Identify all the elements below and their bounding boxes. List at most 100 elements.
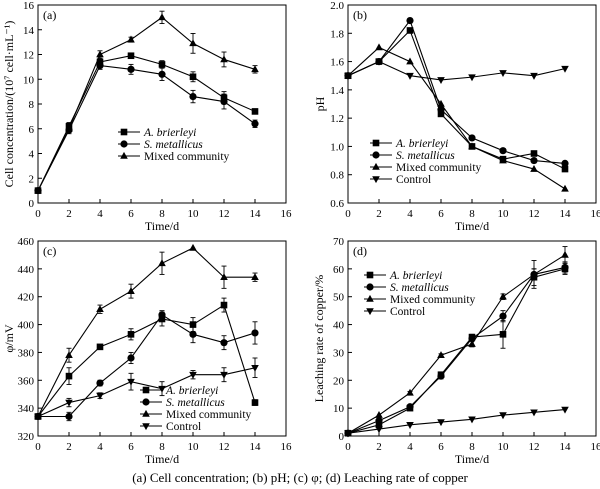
data-point [127, 354, 135, 362]
data-point [406, 388, 414, 396]
data-point [375, 417, 383, 425]
data-point [499, 70, 507, 77]
data-point [127, 65, 135, 73]
figure-caption: (a) Cell concentration; (b) pH; (c) φ; (… [132, 470, 468, 485]
legend-marker [372, 162, 380, 170]
legend-entry: A. brierleyi [389, 270, 442, 282]
y-tick-label: 8 [29, 99, 35, 111]
x-tick-label: 16 [591, 441, 600, 453]
data-point [34, 186, 42, 194]
data-point [437, 419, 445, 427]
data-point [158, 259, 166, 267]
data-point [468, 74, 476, 82]
data-point [437, 372, 445, 380]
data-point [561, 65, 569, 73]
data-point [468, 142, 476, 150]
y-tick-label: 70 [333, 236, 345, 248]
data-point [561, 263, 569, 272]
data-point [499, 312, 507, 320]
data-point [499, 147, 507, 155]
series-line [347, 254, 566, 434]
series-line [37, 304, 256, 417]
legend-entry: Control [166, 421, 201, 433]
x-tick-label: 0 [345, 208, 351, 220]
x-axis-label: Time/d [455, 452, 489, 466]
y-tick-label: 10 [23, 74, 35, 86]
data-point [468, 339, 476, 347]
series-line [347, 266, 566, 434]
data-point [96, 305, 104, 313]
data-point [406, 27, 414, 34]
y-tick-label: 1.4 [330, 85, 344, 97]
y-tick-label: 4 [29, 149, 35, 161]
series-mixed-community [344, 246, 569, 437]
x-tick-label: 6 [128, 441, 134, 453]
y-tick-label: 1.8 [330, 28, 344, 40]
x-tick-label: 4 [407, 441, 413, 453]
legend-entry: S. metallicus [390, 282, 449, 294]
legend-marker [142, 423, 150, 431]
data-point [189, 330, 197, 338]
data-point [96, 379, 104, 387]
data-point [561, 184, 569, 192]
data-point [468, 416, 476, 424]
y-tick-label: 2 [29, 173, 35, 185]
y-tick-label: 320 [18, 431, 35, 443]
data-point [158, 311, 166, 319]
panel-d: 0 2 4 6 8 10 12 14 16 0 10 20 30 40 50 60 70 Time/d Leachi… [312, 236, 600, 466]
data-point [251, 120, 259, 128]
x-tick-label: 6 [438, 208, 444, 220]
series-line [347, 29, 566, 170]
data-point [220, 97, 228, 106]
series-line [38, 314, 256, 418]
x-axis-label: Time/d [145, 452, 179, 466]
y-axis-label: Leaching rate of copper/% [312, 275, 326, 403]
data-point [561, 406, 569, 414]
data-point [375, 411, 383, 418]
x-tick-label: 8 [469, 441, 475, 453]
data-point [499, 331, 507, 338]
data-point [437, 110, 445, 118]
data-point [220, 301, 228, 309]
data-point [499, 156, 507, 164]
y-tick-label: 460 [18, 236, 35, 248]
data-point [406, 403, 414, 411]
x-tick-label: 14 [560, 441, 572, 453]
x-tick-label: 4 [97, 208, 103, 220]
legend-entry: Mixed community [166, 409, 252, 421]
series-mixed-community [34, 10, 259, 194]
data-point [406, 422, 414, 429]
y-tick-label: 16 [23, 0, 35, 12]
x-tick-label: 12 [219, 208, 230, 220]
data-point [220, 55, 228, 63]
y-tick-label: 360 [18, 375, 35, 387]
y-tick-label: 380 [18, 347, 35, 359]
legend-entry: Mixed community [396, 162, 482, 174]
series-line [347, 268, 566, 434]
series-line [347, 408, 566, 434]
y-tick-label: 30 [333, 347, 345, 359]
data-point [530, 72, 538, 80]
data-point [158, 70, 166, 78]
series-s-metallicus [34, 310, 259, 422]
y-tick-label: 50 [333, 292, 345, 304]
data-point [406, 72, 414, 80]
plot-frame [37, 4, 287, 204]
x-tick-label: 12 [529, 441, 540, 453]
data-point [406, 57, 414, 65]
series-line [37, 367, 256, 418]
x-tick-label: 2 [66, 441, 72, 453]
data-point [65, 351, 73, 359]
legend-marker [142, 409, 150, 417]
data-point [158, 385, 166, 393]
data-point [251, 364, 259, 372]
series-mixed-community [34, 243, 259, 420]
legend-entry: A. brierleyi [395, 138, 448, 150]
data-point [437, 99, 445, 107]
x-tick-label: 16 [591, 208, 600, 220]
legend-marker [142, 386, 150, 394]
x-tick-label: 10 [188, 441, 200, 453]
data-point [158, 61, 166, 68]
